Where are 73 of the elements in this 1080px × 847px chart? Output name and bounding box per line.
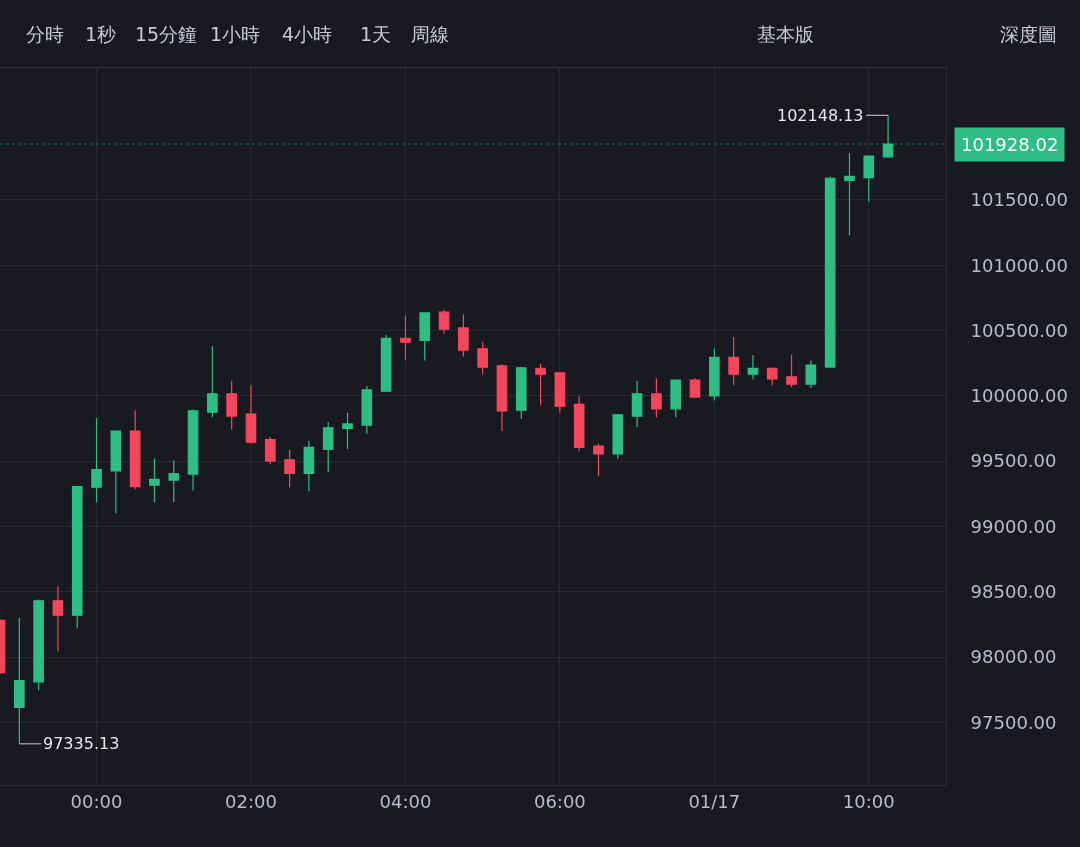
x-tick-label: 00:00 [70, 790, 123, 812]
x-tick-label: 10:00 [842, 790, 895, 812]
text: 1小時 [210, 23, 261, 45]
candlestick [149, 457, 160, 503]
candlestick [33, 598, 44, 691]
candlestick [13, 617, 25, 745]
candlestick [380, 334, 392, 393]
x-tick-label: 06:00 [533, 790, 586, 812]
candlestick [670, 378, 682, 418]
candlestick [747, 354, 759, 381]
candlestick [110, 429, 122, 514]
text: 1秒 [85, 23, 117, 45]
ref-line-label: 101928.02 [961, 134, 1059, 155]
candlestick [515, 366, 527, 420]
text: 4小時 [282, 23, 333, 45]
candlestick [187, 408, 199, 492]
candlestick [400, 314, 411, 362]
y-tick-label: 97500.00 [970, 711, 1057, 733]
candlestick [207, 345, 218, 418]
candlestick [264, 436, 276, 465]
candlestick [805, 359, 817, 389]
text: 15分鐘 [135, 23, 198, 45]
candlestick [535, 363, 546, 407]
candlestick [91, 417, 102, 503]
candlestick [71, 485, 83, 629]
x-tick-label: 04:00 [379, 790, 432, 812]
y-tick-label: 98500.00 [970, 581, 1057, 603]
candlestick [496, 363, 508, 432]
candlestick [438, 309, 450, 335]
y-tick-label: 100500.00 [970, 319, 1068, 341]
candlestick [709, 348, 720, 401]
candlestick [728, 336, 739, 386]
text: 1天 [360, 23, 392, 45]
x-tick-label: 01/17 [688, 790, 741, 812]
candlestick [593, 442, 604, 477]
annotation: 102148.13 [777, 106, 864, 125]
candlestick [303, 440, 315, 492]
candlestick [554, 371, 566, 414]
candlestick [226, 380, 237, 431]
candlestick [631, 380, 643, 428]
y-tick-label: 99000.00 [970, 515, 1057, 537]
candlestick [129, 409, 141, 490]
candlestick [882, 114, 894, 159]
y-tick-label: 99500.00 [970, 450, 1057, 472]
candlestick [477, 341, 488, 375]
candlestick [284, 449, 295, 488]
candlestick [458, 313, 469, 358]
candlestick [824, 175, 836, 369]
y-tick-label: 101500.00 [970, 189, 1068, 211]
x-tick-label: 02:00 [225, 790, 277, 812]
y-tick-label: 98000.00 [970, 646, 1057, 668]
candlestick [573, 395, 585, 452]
candlestick [245, 384, 257, 445]
candlestick [361, 385, 373, 435]
candlestick [322, 421, 334, 473]
candlestick [863, 154, 875, 203]
text: 周線 [411, 23, 449, 45]
y-tick-label: 100000.00 [970, 385, 1068, 407]
text: 深度圖 [1000, 23, 1057, 45]
text: 基本版 [757, 23, 814, 45]
candlestick [168, 459, 180, 503]
candlestick [844, 152, 855, 236]
candlestick [689, 377, 701, 399]
candlestick [786, 354, 797, 388]
candlestick [419, 311, 431, 362]
y-tick-label: 101000.00 [970, 254, 1068, 276]
annotation: 97335.13 [43, 734, 120, 753]
text: 分時 [26, 23, 64, 45]
candlestick [52, 585, 64, 652]
candlestick [766, 367, 778, 386]
candlestick [342, 412, 353, 450]
candlestick [612, 413, 624, 460]
candlestick [651, 377, 662, 418]
